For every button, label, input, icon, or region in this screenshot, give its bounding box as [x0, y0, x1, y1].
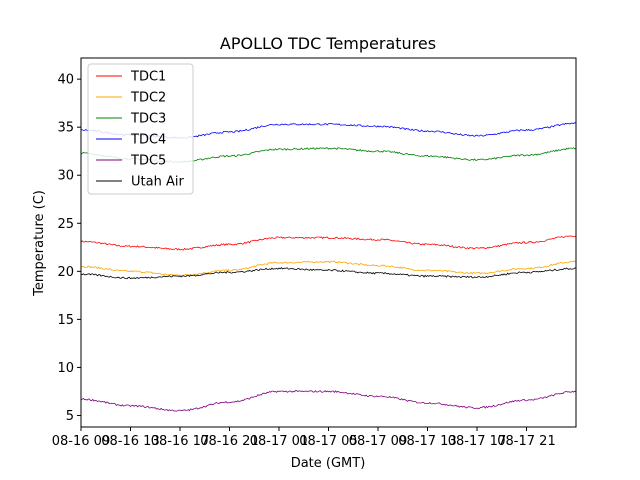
x-tick-label: 08-17 09	[349, 434, 407, 449]
x-tick-label: 08-17 17	[448, 434, 506, 449]
legend: TDC1 TDC2 TDC3 TDC4 TDC5 Utah Air	[87, 63, 194, 195]
legend-label: TDC4	[130, 133, 166, 148]
legend-label: Utah Air	[131, 175, 184, 190]
y-tick-label: 5	[66, 409, 74, 424]
x-axis-label: Date (GMT)	[291, 456, 366, 471]
y-tick-label: 40	[57, 73, 74, 88]
legend-label: TDC3	[130, 112, 166, 127]
x-tick-label: 08-17 05	[299, 434, 357, 449]
legend-label: TDC1	[130, 70, 166, 85]
y-tick-label: 20	[57, 265, 74, 280]
x-tick-label: 08-16 09	[52, 434, 110, 449]
x-tick-label: 08-17 21	[497, 434, 555, 449]
x-tick-label: 08-16 21	[200, 434, 258, 449]
series-line-tdc1	[80, 235, 577, 251]
y-tick-label: 35	[57, 121, 74, 136]
series-line-tdc5	[80, 390, 577, 412]
y-tick-label: 15	[57, 313, 74, 328]
plot-frame	[80, 57, 577, 428]
series-line-tdc2	[80, 260, 577, 277]
legend-label: TDC5	[130, 154, 166, 169]
x-tick-label: 08-16 13	[101, 434, 159, 449]
legend-label: TDC2	[130, 91, 166, 106]
x-tick-label: 08-17 13	[398, 434, 456, 449]
chart-title: APOLLO TDC Temperatures	[220, 34, 436, 53]
x-tick-label: 08-17 01	[250, 434, 308, 449]
y-tick-label: 30	[57, 169, 74, 184]
x-tick-label: 08-16 17	[151, 434, 209, 449]
y-axis-label: Temperature (C)	[32, 190, 47, 297]
y-tick-label: 10	[57, 361, 74, 376]
y-tick-label: 25	[57, 217, 74, 232]
series-line-utah-air	[80, 266, 577, 280]
